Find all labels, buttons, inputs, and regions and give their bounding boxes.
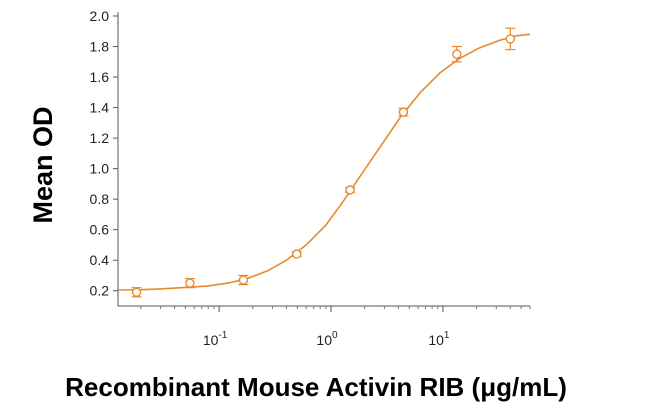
data-point: [131, 287, 142, 298]
y-tick-label: 1.6: [90, 69, 110, 85]
y-axis-title: Mean OD: [28, 106, 58, 223]
data-point: [238, 274, 249, 286]
x-tick-label: 101: [428, 330, 450, 348]
point-marker: [452, 49, 462, 59]
point-marker: [345, 185, 355, 195]
y-tick-label: 0.6: [90, 222, 110, 238]
point-marker: [292, 249, 302, 259]
data-point: [184, 277, 195, 289]
y-tick-label: 2.0: [90, 8, 110, 24]
x-tick-labels: 10-1 100 101: [203, 330, 450, 348]
y-tick-label: 0.2: [90, 283, 110, 299]
point-marker: [185, 278, 195, 288]
y-tick-label: 1.2: [90, 130, 110, 146]
point-marker: [398, 107, 409, 117]
x-tick-label: 100: [316, 330, 338, 348]
data-point: [345, 185, 356, 195]
point-marker: [238, 275, 249, 285]
x-tick-label: 10-1: [203, 330, 228, 348]
fit-curve: [117, 33, 531, 291]
y-tick-label: 1.8: [90, 39, 110, 55]
point-marker: [505, 34, 515, 44]
y-tick-labels: 0.2 0.4 0.6 0.8 1.0 1.2 1.4 1.6 1.8 2.0: [90, 8, 110, 299]
y-tick-label: 1.0: [90, 161, 110, 177]
y-tick-label: 0.4: [90, 252, 110, 268]
x-axis-title: Recombinant Mouse Activin RIB (μg/mL): [65, 372, 567, 402]
data-points: [131, 27, 516, 298]
data-point: [398, 107, 409, 117]
point-marker: [131, 287, 142, 297]
y-tick-label: 1.4: [90, 100, 110, 116]
data-point: [505, 27, 516, 51]
y-tick-label: 0.8: [90, 191, 110, 207]
axes: [113, 12, 531, 312]
data-point: [291, 249, 302, 259]
data-point: [451, 45, 462, 63]
